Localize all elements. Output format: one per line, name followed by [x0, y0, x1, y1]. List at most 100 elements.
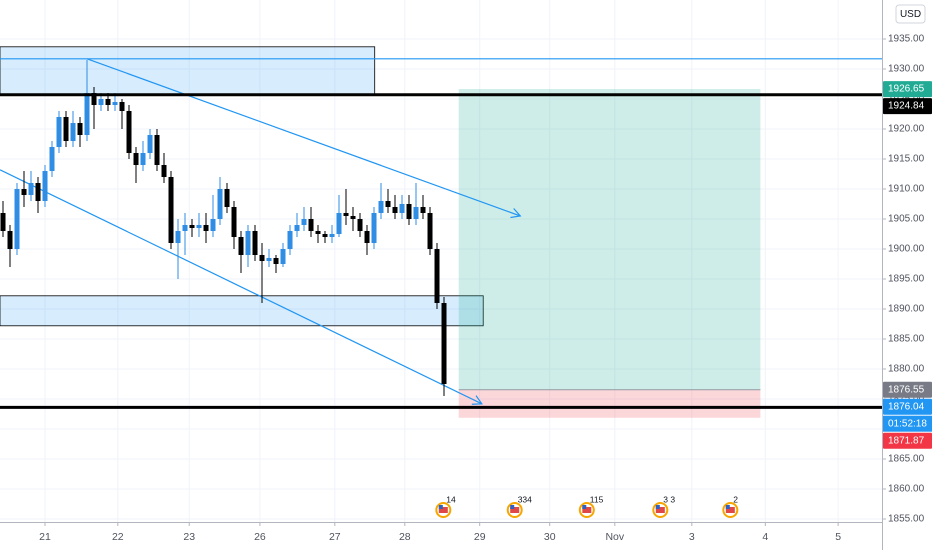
price-label: 1871.87	[888, 435, 925, 446]
candle-body	[413, 207, 419, 219]
price-label-box	[883, 432, 932, 449]
countdown-box	[883, 415, 932, 432]
y-tick-label: 1860.00	[888, 484, 925, 495]
y-tick-label: 1935.00	[888, 34, 925, 45]
candle-body	[378, 201, 384, 213]
candle-body	[280, 249, 286, 264]
price-label: 1876.55	[888, 384, 925, 395]
y-tick-label: 1900.00	[888, 244, 925, 255]
event-count: 14	[446, 494, 456, 504]
event-flag	[655, 507, 665, 513]
currency-label: USD	[900, 9, 921, 20]
candle-body	[154, 135, 160, 165]
x-tick-label: 27	[329, 531, 341, 543]
candle-body	[266, 258, 272, 261]
candle-body	[364, 231, 370, 243]
candle-body	[126, 111, 132, 153]
candle-body	[238, 237, 244, 255]
candle-body	[35, 183, 41, 201]
candle-body	[434, 249, 440, 303]
event-count: 115	[590, 494, 604, 504]
countdown-label: 01:52:18	[888, 418, 927, 429]
y-tick-label: 1895.00	[888, 274, 925, 285]
event-flag-canton	[582, 505, 587, 509]
price-label-box	[883, 381, 932, 398]
y-tick-label: 1910.00	[888, 184, 925, 195]
arrow-head	[510, 208, 522, 219]
candle-body	[420, 207, 426, 213]
x-tick-label: 4	[762, 531, 768, 543]
candle-body	[28, 183, 34, 195]
candle-body	[399, 204, 405, 213]
supply-demand-zone	[0, 46, 376, 96]
candle-body	[427, 213, 433, 249]
event-flag-canton	[438, 505, 443, 509]
candle-body	[161, 165, 167, 177]
candle-body	[287, 231, 293, 249]
candle-body	[357, 219, 363, 231]
event-flag-canton	[510, 505, 515, 509]
candle-body	[70, 123, 76, 141]
y-tick-label: 1920.00	[888, 124, 925, 135]
event-count: 2	[733, 494, 738, 504]
candle-body	[441, 303, 447, 384]
candle-body	[224, 189, 230, 207]
event-flag-canton	[725, 505, 730, 509]
candle-body	[7, 231, 13, 249]
price-label: 1924.84	[888, 101, 925, 112]
price-label: 1926.65	[888, 84, 925, 95]
candle-body	[273, 258, 279, 264]
candle-body	[371, 213, 377, 243]
event-flag	[582, 507, 592, 513]
candle-body	[182, 225, 188, 231]
candle-body	[308, 219, 314, 231]
x-tick-label: 29	[474, 531, 486, 543]
event-flag-canton	[655, 505, 660, 509]
candle-body	[175, 231, 181, 243]
x-tick-label: 26	[254, 531, 266, 543]
candle-body	[343, 213, 349, 216]
candle-body	[112, 102, 118, 105]
candle-body	[196, 225, 202, 228]
x-tick-label: 21	[39, 531, 51, 543]
x-tick-label: Nov	[605, 531, 624, 543]
y-tick-label: 1885.00	[888, 334, 925, 345]
event-count: 334	[518, 494, 532, 504]
candle-body	[259, 255, 265, 261]
x-tick-label: 23	[183, 531, 195, 543]
candle-body	[322, 234, 328, 237]
candle-body	[84, 93, 90, 135]
arrow-head	[471, 395, 483, 405]
candle-body	[217, 189, 223, 219]
candle-body	[42, 171, 48, 201]
candle-body	[350, 216, 356, 219]
trend-line	[86, 58, 521, 217]
y-tick-label: 1865.00	[888, 454, 925, 465]
x-tick-label: 3	[689, 531, 695, 543]
x-tick-label: 5	[835, 531, 841, 543]
candle-body	[315, 231, 321, 234]
candle-body	[56, 117, 62, 147]
trend-line	[0, 169, 483, 405]
candle-body	[21, 189, 27, 195]
supply-demand-zone	[0, 295, 484, 327]
event-flag	[438, 507, 448, 513]
candle-body	[301, 219, 307, 225]
candle-body	[91, 93, 97, 105]
price-label-box	[883, 81, 932, 98]
candle-body	[203, 225, 209, 231]
event-count: 3 3	[663, 494, 675, 504]
candle-body	[77, 123, 83, 135]
currency-button[interactable]	[895, 4, 926, 24]
candle-body	[336, 213, 342, 234]
y-tick-label: 1890.00	[888, 304, 925, 315]
candle-body	[133, 153, 139, 165]
candle-body	[49, 147, 55, 171]
price-label: 1876.04	[888, 401, 925, 412]
candle-body	[0, 213, 6, 231]
candle-body	[392, 207, 398, 213]
position-target-zone	[458, 89, 761, 390]
position-stop-zone	[458, 389, 761, 418]
